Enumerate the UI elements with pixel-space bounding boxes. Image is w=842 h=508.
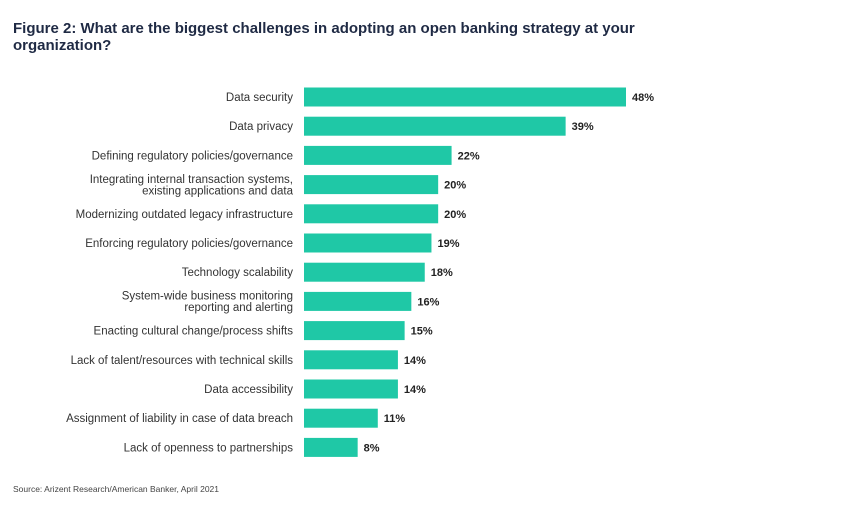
- value-label: 14%: [404, 384, 426, 396]
- chart-title: Figure 2: What are the biggest challenge…: [13, 20, 635, 54]
- value-label: 20%: [444, 180, 466, 192]
- category-label: Data accessibility: [204, 384, 293, 396]
- value-label: 39%: [572, 121, 594, 133]
- bar: [304, 350, 398, 370]
- category-label: Enforcing regulatory policies/governance: [85, 238, 293, 250]
- bar: [304, 204, 439, 224]
- value-label: 11%: [384, 413, 406, 425]
- category-label: Integrating internal transaction systems…: [90, 174, 294, 198]
- bar: [304, 408, 378, 428]
- value-label: 19%: [437, 238, 459, 250]
- bar: [304, 145, 452, 165]
- value-label: 22%: [458, 150, 480, 162]
- bar: [304, 291, 412, 311]
- bar: [304, 233, 432, 253]
- category-label: Data security: [226, 92, 293, 104]
- bar: [304, 175, 439, 195]
- category-label: Lack of talent/resources with technical …: [71, 355, 294, 367]
- value-label: 48%: [632, 92, 654, 104]
- source-note: Source: Arizent Research/American Banker…: [13, 484, 219, 494]
- value-label: 18%: [431, 267, 453, 279]
- value-label: 8%: [364, 442, 380, 454]
- category-label: Assignment of liability in case of data …: [66, 413, 293, 425]
- category-label: Technology scalability: [182, 267, 293, 279]
- bar: [304, 262, 425, 282]
- category-label: Modernizing outdated legacy infrastructu…: [76, 209, 293, 221]
- value-label: 20%: [444, 209, 466, 221]
- bar: [304, 379, 398, 399]
- bar: [304, 437, 358, 457]
- bar: [304, 321, 405, 341]
- bar: [304, 87, 626, 107]
- category-label: Data privacy: [229, 121, 293, 133]
- category-label: System-wide business monitoring reporting…: [122, 291, 293, 315]
- category-label: Defining regulatory policies/governance: [92, 150, 293, 162]
- value-label: 14%: [404, 355, 426, 367]
- category-label: Enacting cultural change/process shifts: [94, 326, 294, 338]
- category-label: Lack of openness to partnerships: [124, 442, 294, 454]
- value-label: 16%: [417, 296, 439, 308]
- value-label: 15%: [411, 326, 433, 338]
- bar: [304, 116, 566, 136]
